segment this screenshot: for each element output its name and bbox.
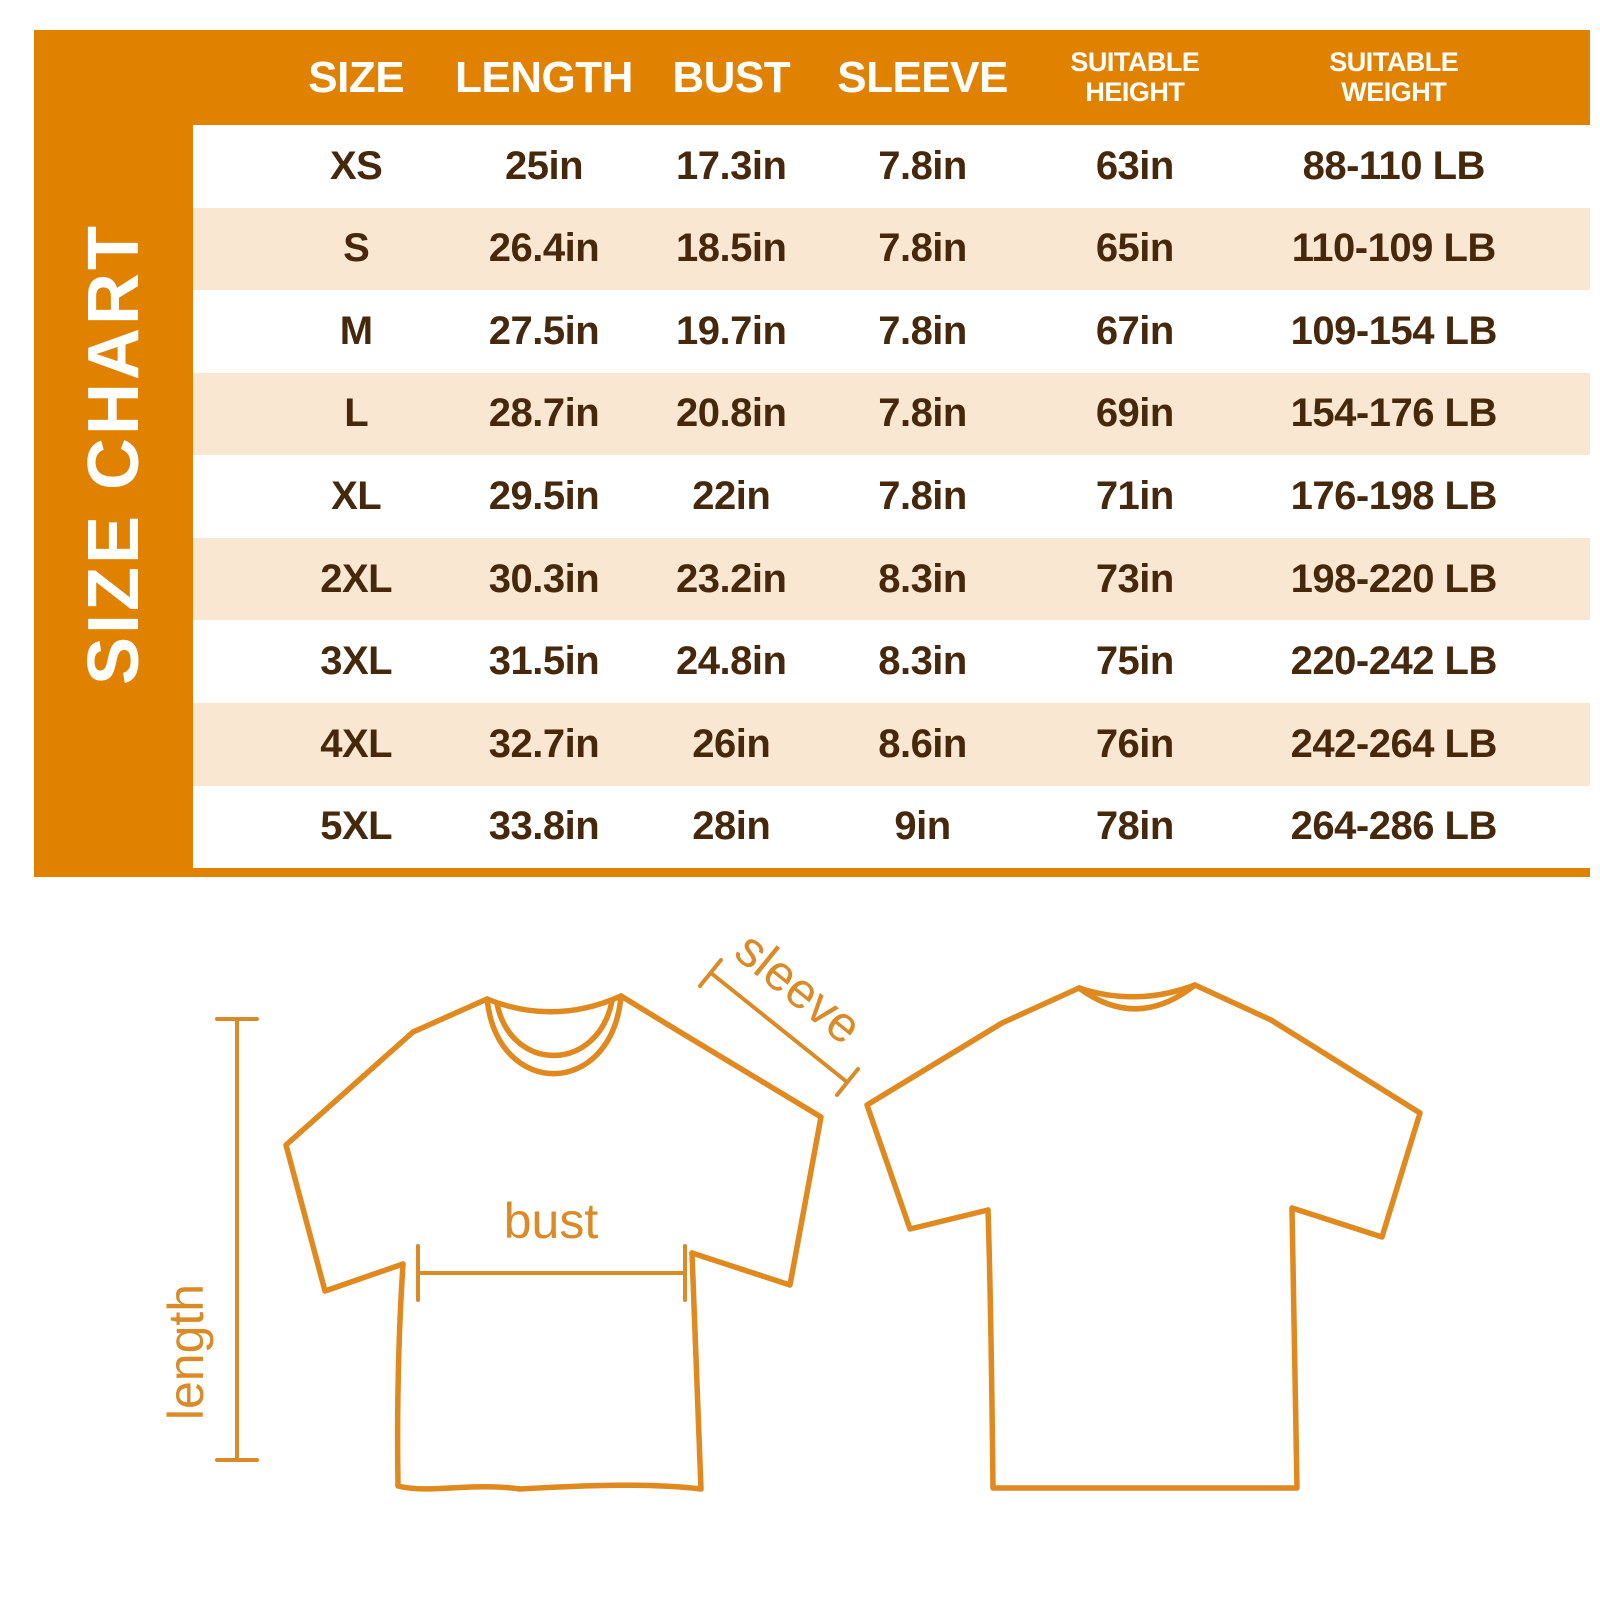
cell-sleeve: 8.3in [878,556,967,601]
cell-weight: 154-176 LB [1290,391,1498,436]
cell-sleeve: 7.8in [878,143,967,188]
cell-weight: 198-220 LB [1290,556,1498,601]
cell-bust: 19.7in [676,308,787,353]
cell-height: 65in [1095,226,1175,271]
cell-weight: 242-264 LB [1290,721,1498,766]
tshirt-front-outline [283,993,824,1492]
bust-label: bust [504,1193,599,1249]
table-row: 3XL 31.5in 24.8in 8.3in 75in 220-242 LB [193,620,1590,703]
cell-length: 30.3in [488,556,600,601]
column-header-length: LENGTH [455,52,633,102]
cell-size: 4XL [320,721,393,766]
cell-weight: 176-198 LB [1290,474,1498,519]
table-row: 4XL 32.7in 26in 8.6in 76in 242-264 LB [193,702,1590,786]
cell-size: XL [331,474,382,519]
cell-length: 29.5in [488,474,600,519]
table-row: M 27.5in 19.7in 7.8in 67in 109-154 LB [193,290,1590,373]
column-header-size: SIZE [308,52,405,102]
cell-bust: 22in [692,474,771,519]
cell-length: 27.5in [488,308,600,353]
cell-size: M [339,308,373,353]
cell-length: 26.4in [488,226,600,271]
measurement-diagram: length bust sleeve [158,921,1423,1492]
cell-weight: 220-242 LB [1290,639,1498,684]
table-body: XS 25in 17.3in 7.8in 63in 88-110 LB S 26… [193,125,1590,869]
bust-dimension-line [416,1244,687,1302]
cell-length: 25in [504,143,584,188]
size-chart-panel: SIZE CHART SIZE LENGTH BUST SLEEVE SUITA… [34,30,1590,877]
size-chart-title: SIZE CHART [73,222,154,685]
size-chart-table: SIZE LENGTH BUST SLEEVE SUITABLE HEIGHT S… [193,30,1590,877]
cell-bust: 18.5in [676,226,787,271]
length-label: length [158,1284,214,1420]
cell-weight: 264-286 LB [1290,804,1498,849]
table-row: S 26.4in 18.5in 7.8in 65in 110-109 LB [193,207,1590,291]
cell-height: 69in [1095,391,1175,436]
cell-sleeve: 8.6in [878,721,967,766]
table-row: 5XL 33.8in 28in 9in 78in 264-286 LB [193,785,1590,869]
cell-height: 73in [1095,556,1175,601]
sidebar: SIZE CHART [34,30,193,877]
tshirt-back-outline [864,982,1423,1491]
table-header-row: SIZE LENGTH BUST SLEEVE SUITABLE HEIGHT S… [193,30,1590,125]
cell-size: 5XL [320,804,393,849]
cell-size: L [344,391,369,436]
length-dimension-line [215,1017,259,1462]
cell-height: 76in [1095,721,1175,766]
cell-sleeve: 7.8in [878,391,967,436]
cell-length: 28.7in [488,391,600,436]
cell-length: 31.5in [488,639,600,684]
cell-sleeve: 7.8in [878,474,967,519]
cell-length: 33.8in [488,804,600,849]
cell-bust: 20.8in [676,391,787,436]
table-row: 2XL 30.3in 23.2in 8.3in 73in 198-220 LB [193,537,1590,621]
cell-sleeve: 8.3in [878,639,967,684]
table-row: XS 25in 17.3in 7.8in 63in 88-110 LB [193,125,1590,208]
cell-size: 2XL [320,556,393,601]
cell-size: XS [330,143,383,188]
cell-sleeve: 9in [894,804,951,849]
cell-height: 67in [1095,308,1175,353]
cell-bust: 26in [692,721,771,766]
cell-weight: 109-154 LB [1290,308,1498,353]
cell-sleeve: 7.8in [878,308,967,353]
cell-height: 71in [1095,474,1175,519]
cell-length: 32.7in [488,721,600,766]
column-header-suitable-weight: SUITABLE WEIGHT [1329,46,1459,107]
sleeve-dimension-line [698,958,860,1097]
cell-weight: 88-110 LB [1302,143,1486,188]
column-header-suitable-height: SUITABLE HEIGHT [1070,46,1200,107]
cell-height: 78in [1095,804,1175,849]
column-header-sleeve: SLEEVE [837,52,1008,102]
table-row: XL 29.5in 22in 7.8in 71in 176-198 LB [193,455,1590,538]
cell-weight: 110-109 LB [1291,226,1497,271]
cell-size: S [343,226,370,271]
column-header-bust: BUST [672,52,791,102]
sleeve-label: sleeve [725,921,873,1055]
cell-bust: 23.2in [676,556,787,601]
cell-bust: 24.8in [676,639,787,684]
cell-bust: 28in [692,804,771,849]
table-row: L 28.7in 20.8in 7.8in 69in 154-176 LB [193,372,1590,456]
cell-size: 3XL [320,639,393,684]
cell-sleeve: 7.8in [878,226,967,271]
cell-height: 75in [1095,639,1175,684]
cell-bust: 17.3in [676,143,787,188]
cell-height: 63in [1095,143,1175,188]
